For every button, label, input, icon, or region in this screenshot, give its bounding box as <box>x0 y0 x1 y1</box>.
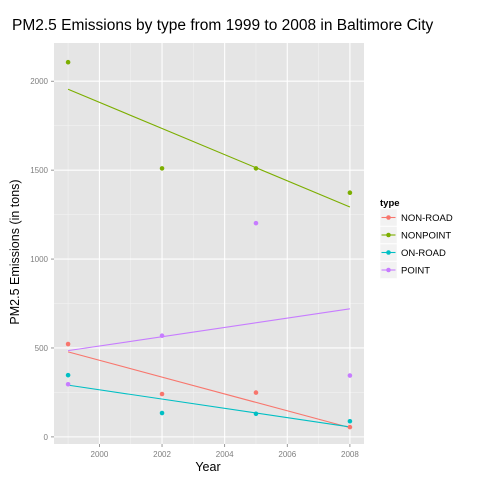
y-tick-label: 500 <box>35 344 49 353</box>
plot-panel: 2000 2002 2004 2006 2008 0 500 1000 1500 2000 <box>30 43 364 459</box>
legend-point-nonpoint <box>386 232 391 238</box>
y-tick-label: 2000 <box>30 77 48 86</box>
y-tick-label: 0 <box>44 433 49 442</box>
trend-line-non-road <box>67 351 351 429</box>
data-point-non-road <box>347 424 353 430</box>
trend-line-nonpoint <box>67 88 351 208</box>
chart-title: PM2.5 Emissions by type from 1999 to 200… <box>12 17 434 34</box>
data-point-on-road <box>253 411 259 417</box>
data-point-nonpoint <box>347 190 353 196</box>
legend-point-non-road <box>386 215 391 220</box>
plot-background <box>54 43 364 444</box>
x-axis-label: Year <box>195 460 220 474</box>
data-point-nonpoint <box>159 166 165 171</box>
data-point-point <box>253 220 259 226</box>
y-tick-label: 1500 <box>30 166 48 175</box>
trend-line-on-road <box>68 384 350 428</box>
data-point-on-road <box>347 418 353 424</box>
y-tick-label: 1000 <box>30 255 48 264</box>
data-point-point <box>65 381 71 387</box>
legend-label-non-road: NON-ROAD <box>401 213 453 224</box>
x-tick-label: 2006 <box>278 450 296 459</box>
legend-point-on-road <box>386 250 391 255</box>
data-point-point <box>347 373 353 378</box>
legend-label-on-road: ON-ROAD <box>401 248 446 259</box>
x-tick-label: 2000 <box>91 450 109 459</box>
y-axis-label: PM2.5 Emissions (in tons) <box>8 179 22 324</box>
data-point-non-road <box>65 341 71 347</box>
data-point-nonpoint <box>253 166 259 171</box>
data-point-on-road <box>65 372 71 378</box>
data-point-nonpoint <box>65 59 71 65</box>
data-point-point <box>159 333 165 339</box>
data-point-non-road <box>253 390 259 395</box>
legend: NON-ROAD NONPOINT ON-ROAD POINT <box>379 208 453 279</box>
legend-point-point <box>386 267 391 273</box>
legend-label-nonpoint: NONPOINT <box>401 231 451 242</box>
data-point-on-road <box>159 410 165 416</box>
legend-label-point: POINT <box>401 266 430 277</box>
legend-title: type <box>380 198 400 209</box>
data-point-non-road <box>159 391 165 397</box>
x-tick-label: 2002 <box>153 450 171 459</box>
trend-line-point <box>68 308 350 352</box>
x-tick-label: 2008 <box>341 450 359 459</box>
x-tick-label: 2004 <box>216 450 234 459</box>
